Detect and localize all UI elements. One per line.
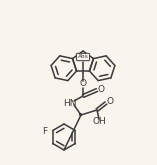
Text: O: O: [79, 80, 87, 88]
Text: O: O: [106, 98, 114, 106]
Text: F: F: [43, 127, 48, 136]
Text: Abs: Abs: [78, 54, 88, 60]
Text: HN: HN: [63, 99, 77, 108]
Text: OH: OH: [92, 116, 106, 126]
Text: O: O: [98, 85, 105, 94]
